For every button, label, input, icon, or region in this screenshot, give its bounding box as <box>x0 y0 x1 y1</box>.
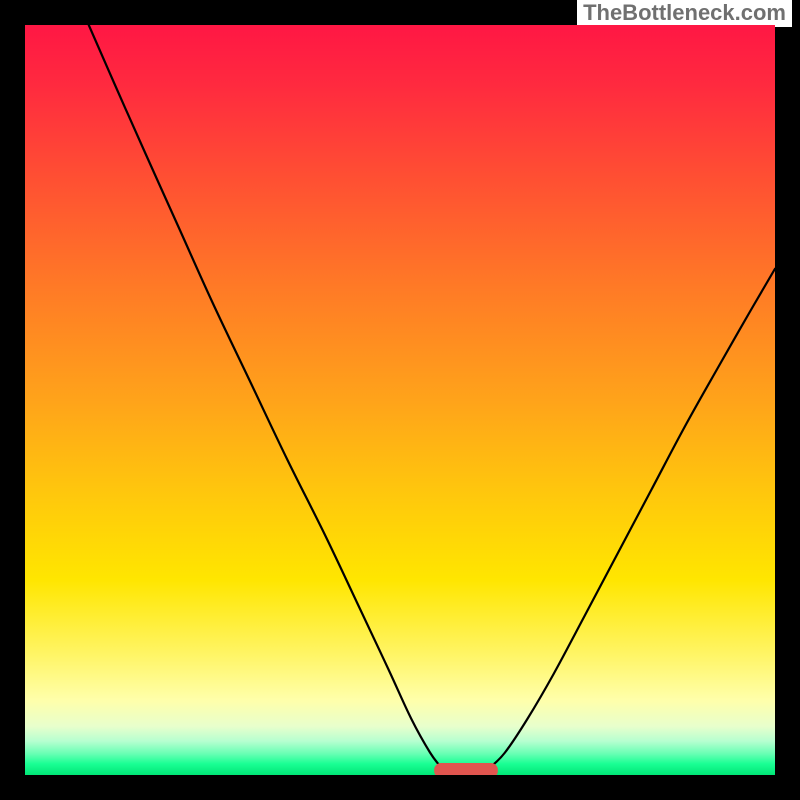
bottleneck-chart <box>25 25 775 775</box>
chart-frame: TheBottleneck.com <box>0 0 800 800</box>
optimal-marker <box>434 763 498 775</box>
watermark-label: TheBottleneck.com <box>577 0 792 27</box>
